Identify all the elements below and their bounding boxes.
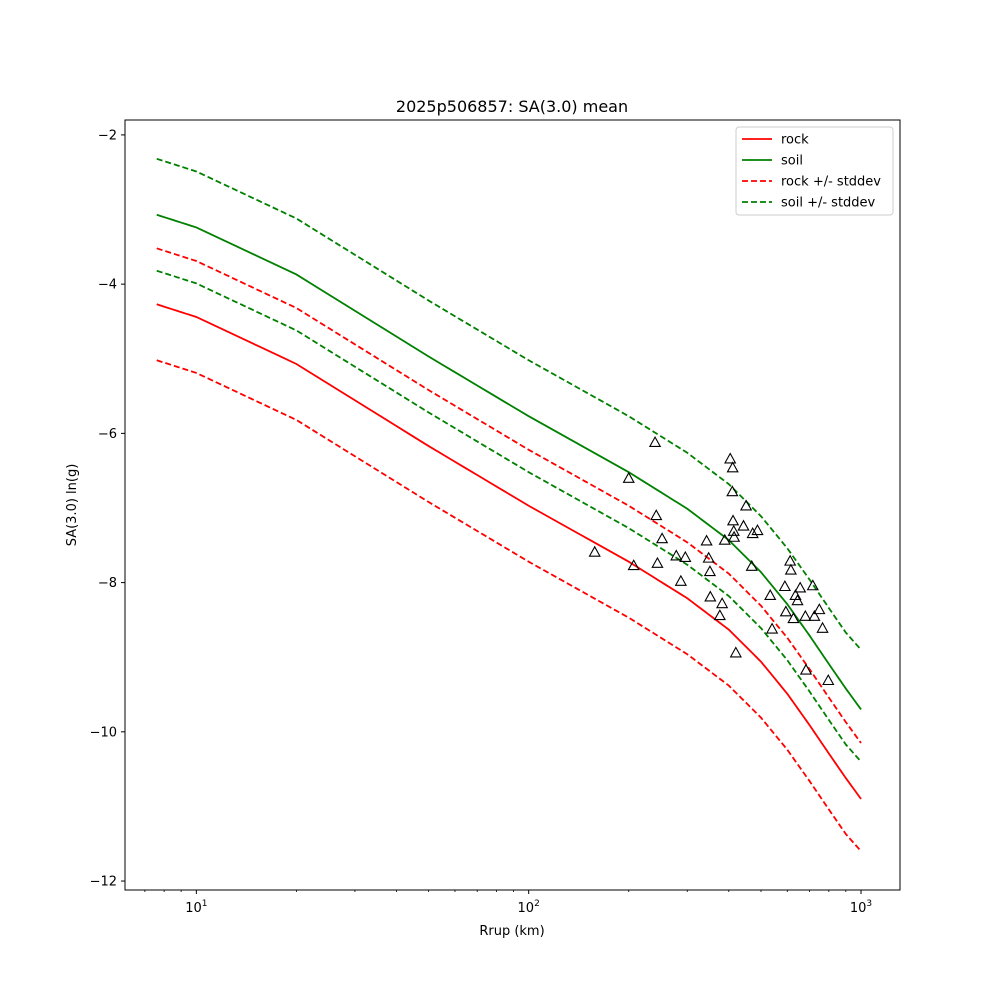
observation-layer — [588, 435, 835, 686]
observation-point-26 — [745, 559, 758, 571]
observation-point-37 — [791, 594, 804, 606]
observation-point-2 — [627, 559, 640, 571]
observation-point-25 — [739, 499, 753, 511]
series-line-1 — [156, 213, 862, 710]
legend-label-3: soil +/- stddev — [781, 196, 876, 211]
observation-point-23 — [729, 646, 742, 658]
chart-title: 2025p506857: SA(3.0) mean — [396, 97, 628, 116]
observation-point-4 — [650, 509, 663, 521]
observation-point-10 — [700, 534, 713, 546]
observation-point-11 — [702, 551, 715, 563]
observation-point-22 — [727, 530, 741, 542]
x-tick-label-0: 101 — [185, 899, 207, 916]
observation-point-24 — [737, 519, 750, 531]
observation-point-41 — [806, 579, 819, 591]
legend: rock soil rock +/- stddev soil +/- stddev — [735, 126, 894, 216]
observation-point-45 — [822, 674, 835, 686]
plot-frame — [124, 119, 901, 891]
observation-point-32 — [779, 605, 792, 617]
observation-point-30 — [765, 622, 779, 634]
observation-point-1 — [622, 471, 635, 483]
observation-point-13 — [704, 590, 717, 602]
observation-point-18 — [726, 485, 739, 497]
observation-point-39 — [799, 609, 812, 621]
observation-point-3 — [648, 435, 662, 448]
legend-label-0: rock — [781, 133, 809, 148]
y-tick-label-3: −8 — [98, 576, 117, 591]
series-layer — [156, 157, 862, 852]
x-tick-label-2: 103 — [850, 899, 872, 916]
observation-point-14 — [713, 609, 726, 621]
observation-point-44 — [816, 621, 829, 633]
observation-point-34 — [784, 563, 797, 575]
observation-point-19 — [726, 461, 739, 473]
y-tick-label-2: −6 — [98, 427, 117, 442]
y-tick-label-4: −10 — [90, 725, 117, 740]
y-tick-label-5: −12 — [90, 875, 117, 890]
series-line-2 — [156, 247, 862, 744]
observation-point-7 — [670, 549, 683, 561]
series-line-0 — [156, 303, 862, 800]
observation-point-15 — [715, 597, 729, 609]
observation-point-16 — [718, 533, 731, 545]
observation-point-31 — [778, 579, 792, 592]
observation-point-43 — [813, 603, 826, 615]
observation-point-35 — [787, 612, 800, 624]
y-tick-label-0: −2 — [98, 128, 117, 143]
observation-point-9 — [679, 550, 692, 562]
observation-point-40 — [799, 663, 813, 675]
y-axis: −2 −4 −6 −8 −10 −12 — [90, 128, 125, 890]
legend-label-1: soil — [781, 154, 803, 169]
x-axis: 101 102 103 — [144, 890, 872, 916]
y-axis-label: SA(3.0) ln(g) — [65, 464, 80, 547]
legend-label-2: rock +/- stddev — [781, 175, 881, 190]
observation-point-28 — [751, 524, 764, 536]
legend-box — [735, 126, 894, 216]
series-line-3 — [156, 359, 862, 852]
observation-point-8 — [674, 574, 687, 586]
observation-point-6 — [655, 532, 669, 544]
x-tick-label-1: 102 — [518, 899, 540, 916]
x-axis-label: Rrup (km) — [479, 924, 544, 939]
series-line-5 — [156, 269, 862, 763]
observation-point-0 — [588, 545, 601, 557]
observation-point-12 — [703, 565, 717, 577]
y-tick-label-1: −4 — [98, 278, 117, 293]
observation-point-38 — [794, 581, 807, 593]
observation-point-21 — [727, 524, 740, 536]
observation-point-27 — [746, 527, 759, 539]
series-line-4 — [156, 157, 862, 651]
observation-point-29 — [764, 588, 777, 600]
observation-point-5 — [651, 556, 664, 568]
observation-point-17 — [724, 452, 737, 464]
observation-point-20 — [726, 514, 740, 526]
observation-point-42 — [808, 609, 821, 621]
